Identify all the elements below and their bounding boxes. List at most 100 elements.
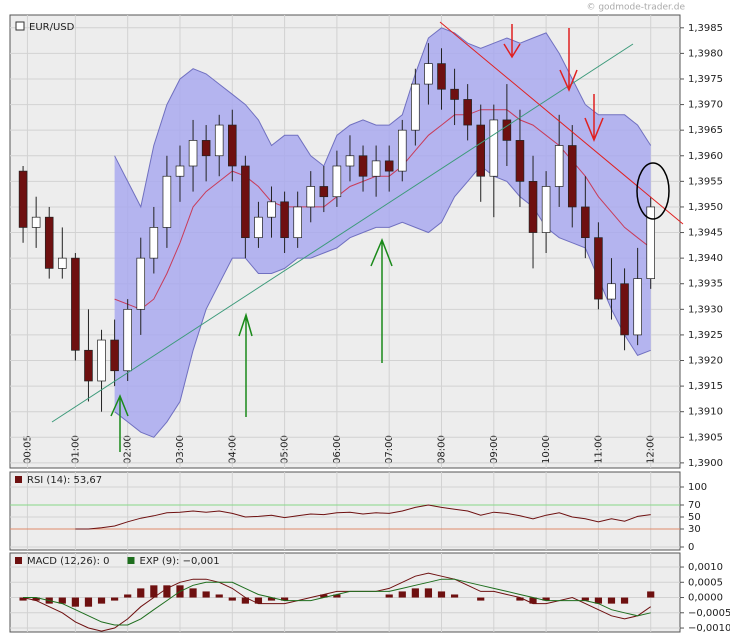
histogram-bar: [385, 594, 393, 598]
legend-label: MACD (12,26): 0: [27, 556, 110, 567]
histogram-bar: [516, 597, 524, 601]
candle-body: [489, 119, 499, 177]
candle-body: [397, 129, 407, 172]
histogram-bar: [84, 597, 93, 607]
line: [75, 504, 651, 530]
trend-line: [51, 43, 634, 423]
histogram-bar: [228, 597, 236, 601]
histogram-bar: [111, 597, 119, 601]
histogram-bar: [254, 597, 263, 604]
legend-label: RSI (14): 53,67: [27, 475, 102, 486]
candle-body: [306, 186, 316, 208]
candle-body: [358, 155, 368, 177]
plot-area: [9, 471, 681, 551]
x-tick-label: 12:00: [646, 435, 657, 464]
candle-body: [567, 145, 577, 208]
histogram-bar: [241, 597, 249, 604]
y-tick-label: 100: [688, 482, 707, 493]
y-tick-label: 1,3935: [688, 279, 723, 290]
candle-body: [620, 283, 629, 336]
x-tick-label: 01:00: [70, 435, 81, 464]
candle-body: [384, 160, 394, 172]
candle-body: [515, 140, 525, 182]
candle-body: [241, 165, 250, 239]
candle-body: [123, 308, 132, 372]
x-tick-label: 06:00: [332, 435, 343, 464]
legend-swatch: [127, 557, 135, 564]
candle-body: [71, 257, 80, 351]
circle-mark: [636, 162, 670, 220]
histogram-bar: [450, 594, 459, 598]
histogram-bar: [437, 591, 446, 598]
arrow: [503, 24, 521, 59]
histogram-bar: [320, 594, 328, 598]
y-tick-label: 1,3930: [688, 304, 723, 315]
band-upper: [114, 27, 652, 209]
histogram-bar: [398, 591, 406, 598]
arrow: [370, 237, 393, 363]
legend-swatch: [15, 557, 22, 564]
candle-body: [581, 206, 590, 239]
y-tick-label: 0,0005: [688, 577, 723, 588]
histogram-bar: [411, 588, 419, 598]
histogram-bar: [581, 597, 589, 601]
y-tick-label: 1,3920: [688, 356, 723, 367]
histogram-bar: [32, 597, 40, 601]
candle-body: [58, 257, 67, 269]
y-tick-label: 1,3910: [688, 407, 723, 418]
arrow: [584, 94, 604, 142]
line: [23, 578, 651, 626]
histogram-bar: [137, 588, 145, 598]
arrow: [238, 312, 253, 417]
y-tick-label: 1,3940: [688, 253, 723, 264]
candle-body: [214, 124, 224, 157]
candle-body: [175, 165, 185, 177]
candle-body: [319, 186, 329, 198]
histogram-bar: [477, 597, 485, 601]
y-tick-label: 1,3925: [688, 330, 723, 341]
x-tick-label: 00:05: [22, 435, 33, 464]
histogram-bar: [647, 591, 655, 598]
candle-body: [110, 339, 119, 372]
candle-body: [411, 83, 420, 131]
x-tick-label: 03:00: [175, 435, 186, 464]
candle-body: [541, 186, 551, 233]
plots: 00:05 01:00 02:00 03:00 04:00 05:00 06:00 07:00…: [9, 14, 730, 634]
candle-body: [162, 175, 172, 228]
x-tick-label: 11:00: [593, 435, 604, 464]
candle-body: [280, 201, 289, 239]
y-tick-label: 0,0000: [688, 593, 723, 604]
trend-line: [439, 21, 684, 225]
legend-swatch: [15, 21, 25, 31]
candle-body: [332, 165, 342, 198]
histogram-bar: [529, 597, 537, 604]
y-tick-label: 70: [688, 500, 701, 511]
candle-body: [345, 155, 355, 167]
histogram-bar: [150, 585, 158, 598]
candle-body: [371, 160, 381, 177]
histogram-bar: [424, 588, 433, 598]
annotations: [51, 21, 684, 452]
y-tick-label: 0: [688, 542, 694, 553]
candle-body: [84, 349, 93, 382]
histogram-bar: [189, 588, 197, 598]
histogram-bar: [333, 594, 341, 598]
y-tick-label: 1,3960: [688, 151, 723, 162]
candle-body: [463, 99, 472, 126]
line: [22, 572, 651, 632]
y-tick-label: 1,3915: [688, 381, 723, 392]
legend-swatch: [15, 476, 22, 483]
candle-body: [633, 278, 642, 336]
candle-body: [476, 124, 485, 177]
histogram-bar: [97, 597, 106, 604]
x-tick-label: 02:00: [123, 435, 134, 464]
y-tick-label: 1,3905: [688, 432, 723, 443]
y-tick-label: 1,3980: [688, 48, 723, 59]
histogram-bar: [124, 594, 132, 598]
candle-body: [607, 283, 616, 300]
legend-label: EXP (9): −0,001: [140, 556, 220, 567]
y-tick-label: 1,3985: [688, 23, 723, 34]
histogram-bar: [19, 597, 27, 601]
